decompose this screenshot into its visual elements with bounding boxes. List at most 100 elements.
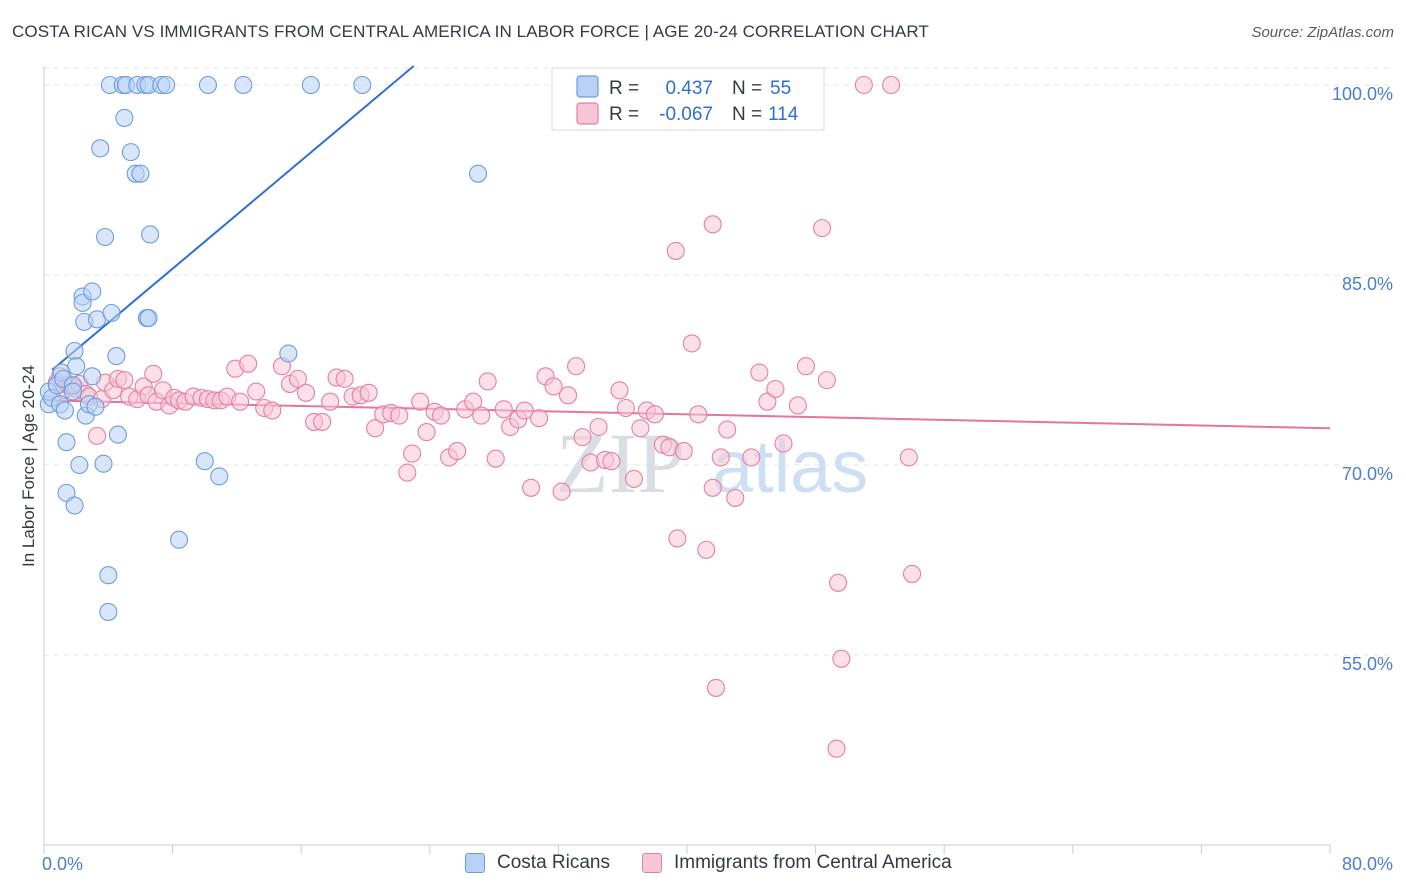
y-tick-label-70: 70.0% (1342, 464, 1393, 484)
watermark-zip: ZIP (556, 415, 685, 511)
legend-n-value-pink: 114 (768, 104, 799, 125)
data-point-costa-ricans (195, 452, 214, 471)
legend-item-costa-ricans: Costa Ricans (465, 852, 610, 874)
legend-n-label-pink: N = (732, 104, 762, 125)
data-point-immigrants (668, 529, 687, 548)
legend-r-value-pink: -0.067 (659, 104, 713, 125)
data-point-immigrants (87, 426, 107, 445)
data-point-immigrants (567, 357, 586, 376)
data-point-immigrants (247, 382, 266, 401)
data-point-immigrants (682, 334, 701, 353)
data-point-immigrants (774, 434, 793, 453)
y-tick-label-55: 55.0% (1342, 654, 1393, 674)
data-point-immigrants (616, 398, 635, 418)
data-point-immigrants (366, 419, 385, 438)
data-point-immigrants (530, 409, 549, 428)
data-point-costa-ricans (131, 164, 150, 183)
data-point-immigrants (817, 371, 836, 390)
data-point-costa-ricans (169, 530, 189, 549)
legend-swatch-immigrants (642, 853, 662, 873)
trend-line-costa-ricans (51, 65, 415, 371)
legend-label-costa-ricans: Costa Ricans (497, 852, 610, 873)
data-point-immigrants (115, 371, 134, 390)
data-point-immigrants (827, 739, 846, 758)
data-point-costa-ricans (108, 425, 127, 444)
data-point-costa-ricans (353, 75, 372, 95)
data-point-immigrants (718, 420, 737, 439)
data-point-immigrants (464, 392, 483, 411)
legend-n-label-blue: N = (732, 78, 762, 99)
legend-r-label-pink: R = (609, 104, 639, 125)
data-point-immigrants (573, 428, 592, 447)
data-point-immigrants (706, 678, 725, 697)
legend-swatch-blue (576, 75, 599, 98)
data-point-costa-ricans (107, 347, 126, 366)
data-point-costa-ricans (301, 75, 320, 95)
x-tick-label-max: 80.0% (1342, 854, 1393, 874)
data-point-costa-ricans (96, 227, 115, 247)
data-point-costa-ricans (57, 483, 76, 502)
data-point-immigrants (726, 488, 745, 507)
data-point-immigrants (231, 392, 250, 411)
data-point-costa-ricans (157, 75, 176, 95)
data-point-costa-ricans (65, 496, 84, 515)
data-point-immigrants (832, 649, 851, 668)
data-point-costa-ricans (99, 566, 118, 585)
data-point-immigrants (829, 573, 848, 592)
series-costa-ricans (39, 75, 488, 621)
data-point-immigrants (448, 442, 467, 461)
data-point-costa-ricans (99, 602, 118, 621)
data-point-immigrants (703, 478, 722, 497)
data-point-costa-ricans (234, 75, 253, 95)
data-point-immigrants (494, 400, 513, 419)
data-point-immigrants (321, 392, 340, 411)
data-point-immigrants (398, 463, 417, 482)
data-point-costa-ricans (198, 75, 218, 95)
data-point-immigrants (758, 392, 777, 411)
data-point-costa-ricans (468, 164, 488, 183)
data-point-costa-ricans (102, 303, 121, 323)
data-point-costa-ricans (94, 454, 113, 473)
y-tick-label-85: 85.0% (1342, 274, 1393, 294)
data-point-costa-ricans (141, 225, 160, 244)
data-point-immigrants (296, 383, 316, 402)
data-point-costa-ricans (63, 382, 82, 401)
source-credit: Source: ZipAtlas.com (1251, 24, 1394, 41)
data-point-costa-ricans (55, 401, 74, 420)
legend-item-immigrants: Immigrants from Central America (642, 852, 952, 874)
data-point-immigrants (544, 377, 563, 396)
series-legend: Costa Ricans Immigrants from Central Ame… (465, 852, 984, 874)
data-point-immigrants (697, 540, 716, 559)
x-tick-label-min: 0.0% (42, 854, 83, 874)
data-point-immigrants (742, 448, 761, 467)
data-point-costa-ricans (279, 344, 298, 363)
data-point-immigrants (610, 381, 629, 400)
data-point-immigrants (796, 357, 816, 376)
data-point-costa-ricans (139, 309, 158, 328)
data-point-costa-ricans (210, 467, 229, 486)
data-point-immigrants (558, 386, 578, 405)
data-point-costa-ricans (115, 108, 134, 127)
data-point-immigrants (390, 406, 409, 425)
data-point-immigrants (263, 401, 282, 420)
correlation-legend: R = 0.437 N = 55 R = -0.067 N = 114 (551, 67, 825, 131)
data-point-immigrants (478, 372, 497, 391)
data-point-immigrants (144, 364, 163, 383)
data-point-immigrants (812, 219, 832, 238)
data-point-immigrants (854, 75, 873, 95)
data-point-immigrants (711, 448, 730, 467)
data-point-immigrants (689, 405, 708, 424)
data-point-immigrants (788, 396, 807, 415)
data-point-immigrants (411, 392, 430, 411)
data-point-costa-ricans (83, 282, 102, 301)
data-point-costa-ricans (57, 433, 76, 452)
data-point-immigrants (288, 369, 308, 388)
data-point-immigrants (766, 379, 785, 399)
tick-labels: 0.0% 80.0% 55.0% 70.0% 85.0% 100.0% (42, 84, 1393, 874)
data-point-immigrants (602, 452, 621, 471)
data-point-immigrants (899, 448, 918, 467)
data-point-immigrants (882, 75, 901, 95)
legend-swatch-costa-ricans (465, 853, 485, 873)
data-point-immigrants (645, 405, 664, 424)
